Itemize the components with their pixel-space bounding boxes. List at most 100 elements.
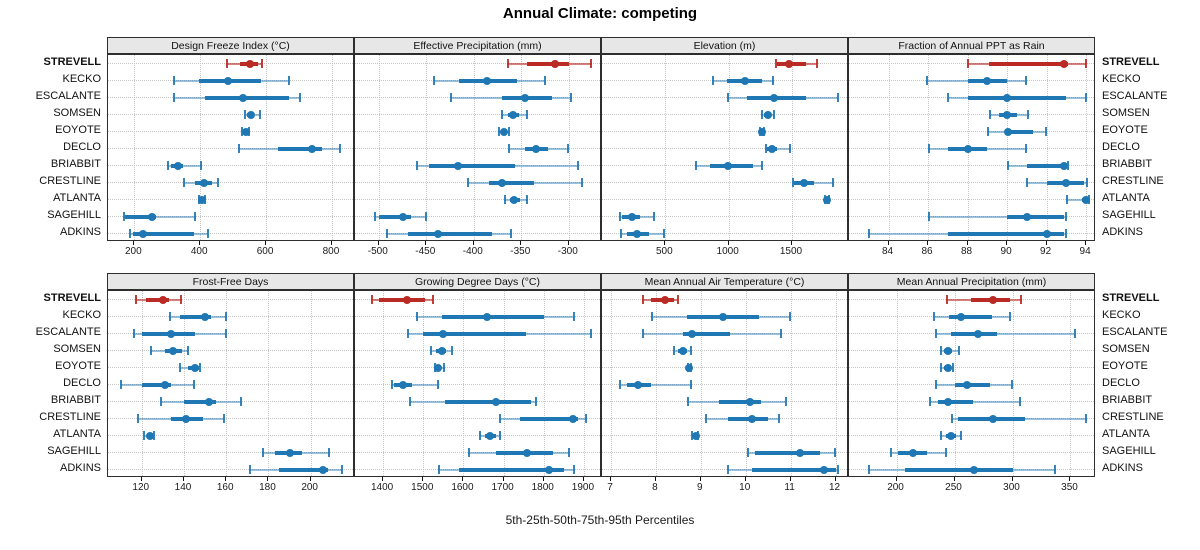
median-dot: [158, 295, 167, 304]
iqr-bar: [141, 382, 172, 387]
h-gridline: [849, 199, 1094, 200]
v-gridline: [521, 55, 523, 240]
station-label-right: DECLO: [1102, 376, 1140, 389]
whisker-cap-right: [690, 380, 693, 389]
v-gridline: [184, 291, 185, 476]
whisker-cap-left: [248, 465, 251, 474]
median-dot: [633, 380, 642, 389]
x-tick-label: 1900: [571, 482, 595, 493]
h-gridline: [355, 367, 600, 368]
h-gridline: [849, 165, 1094, 166]
whisker-cap-right: [260, 59, 263, 68]
plot-area: [354, 290, 601, 477]
x-tick: [895, 477, 897, 481]
x-tick-label: 7: [607, 482, 613, 493]
median-dot: [748, 414, 757, 423]
whisker-cap-left: [1065, 195, 1068, 204]
median-dot: [241, 127, 250, 136]
whisker-cap-left: [128, 229, 131, 238]
whisker-cap-right: [180, 295, 183, 304]
station-label-right: ADKINS: [1102, 461, 1143, 474]
median-dot: [1081, 195, 1090, 204]
median-dot: [437, 346, 446, 355]
h-gridline: [108, 131, 353, 132]
x-tick: [1085, 241, 1087, 245]
station-label-left: ADKINS: [60, 461, 101, 474]
whisker-cap-left: [1026, 178, 1029, 187]
x-tick: [520, 241, 522, 245]
median-dot: [758, 127, 767, 136]
h-gridline: [355, 131, 600, 132]
iqr-bar: [989, 61, 1069, 66]
whisker-cap-right: [590, 329, 593, 338]
v-gridline: [226, 291, 228, 476]
whisker-cap-left: [927, 212, 930, 221]
median-dot: [983, 76, 992, 85]
h-gridline: [602, 350, 847, 351]
iqr-bar: [718, 399, 762, 404]
median-dot: [167, 329, 176, 338]
panel-title: Frost-Free Days: [192, 275, 269, 288]
station-label-left: CRESTLINE: [39, 410, 101, 423]
x-tick: [462, 477, 464, 481]
iqr-bar: [1026, 163, 1067, 168]
whisker-cap-left: [132, 329, 135, 338]
whisker-cap-left: [173, 76, 176, 85]
whisker-cap-left: [168, 312, 171, 321]
h-gridline: [108, 299, 353, 300]
median-dot: [685, 363, 694, 372]
whisker-cap-left: [429, 346, 432, 355]
median-dot: [1003, 110, 1012, 119]
v-gridline: [1007, 55, 1009, 240]
whisker-cap-right: [543, 76, 546, 85]
v-gridline: [1012, 291, 1014, 476]
x-tick-label: 1400: [370, 482, 394, 493]
h-gridline: [355, 199, 600, 200]
whisker-cap-left: [988, 110, 991, 119]
whisker-cap-right: [200, 161, 203, 170]
h-gridline: [108, 350, 353, 351]
x-tick: [199, 241, 201, 245]
panel-header: Mean Annual Precipitation (mm): [848, 273, 1095, 290]
panel-title: Mean Annual Precipitation (mm): [896, 275, 1047, 288]
h-gridline: [849, 182, 1094, 183]
x-tick: [664, 241, 666, 245]
h-gridline: [108, 199, 353, 200]
whisker-line: [935, 332, 1076, 335]
median-dot: [799, 178, 808, 187]
h-gridline: [602, 233, 847, 234]
panel-title: Fraction of Annual PPT as Rain: [898, 39, 1045, 52]
whisker-cap-right: [328, 448, 331, 457]
whisker-cap-left: [868, 465, 871, 474]
whisker-cap-right: [772, 110, 775, 119]
h-gridline: [602, 367, 847, 368]
median-dot: [943, 346, 952, 355]
whisker-cap-right: [959, 431, 962, 440]
x-tick: [382, 477, 384, 481]
iqr-bar: [488, 180, 534, 185]
median-dot: [687, 329, 696, 338]
x-tick: [225, 477, 227, 481]
x-tick: [309, 477, 311, 481]
station-label-left: SAGEHILL: [47, 208, 101, 221]
whisker-cap-left: [508, 144, 511, 153]
iqr-bar: [429, 163, 515, 168]
whisker-cap-left: [940, 431, 943, 440]
v-gridline: [378, 55, 380, 240]
x-tick: [425, 241, 427, 245]
station-label-right: STREVELL: [1102, 291, 1160, 304]
h-gridline: [355, 63, 600, 64]
whisker-cap-right: [222, 414, 225, 423]
median-dot: [399, 380, 408, 389]
x-tick: [582, 477, 584, 481]
h-gridline: [355, 384, 600, 385]
whisker-cap-right: [1019, 397, 1022, 406]
whisker-cap-left: [619, 229, 622, 238]
whisker-cap-right: [784, 397, 787, 406]
whisker-cap-right: [194, 212, 197, 221]
station-label-right: CRESTLINE: [1102, 410, 1164, 423]
x-tick-label: -350: [510, 246, 531, 257]
station-label-right: STREVELL: [1102, 55, 1160, 68]
x-tick-label: 94: [1079, 246, 1091, 257]
panel-title: Effective Precipitation (mm): [413, 39, 542, 52]
